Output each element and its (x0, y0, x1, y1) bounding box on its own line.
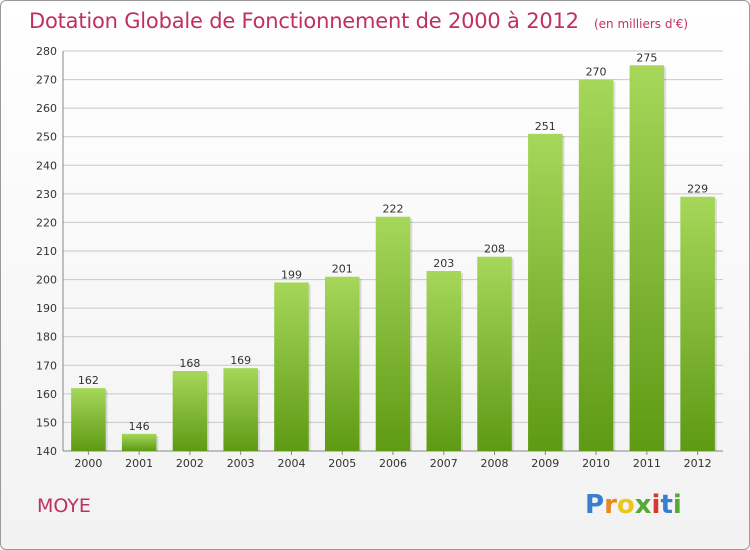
y-tick-label: 210 (36, 245, 57, 258)
bar-2012 (680, 196, 715, 451)
data-label: 270 (586, 66, 607, 79)
x-tick-label: 2012 (684, 457, 712, 470)
data-label: 146 (129, 420, 150, 433)
x-tick-label: 2002 (176, 457, 204, 470)
bar-2004 (274, 282, 309, 451)
bar-2011 (629, 65, 665, 452)
y-tick-label: 270 (36, 74, 57, 87)
data-label: 229 (687, 183, 708, 196)
proxiti-logo: Proxiti (585, 490, 682, 520)
x-tick-label: 2008 (481, 457, 509, 470)
data-label: 169 (230, 354, 251, 367)
chart-title: Dotation Globale de Fonctionnement de 20… (29, 9, 579, 33)
x-tick-label: 2003 (227, 457, 255, 470)
y-tick-label: 190 (36, 302, 57, 315)
y-tick-label: 250 (36, 131, 57, 144)
x-tick-label: 2000 (74, 457, 102, 470)
bar-2001 (121, 433, 157, 451)
data-label: 251 (535, 120, 556, 133)
y-tick-label: 180 (36, 331, 57, 344)
x-tick-label: 2004 (277, 457, 305, 470)
bar-2005 (324, 276, 360, 451)
y-tick-label: 220 (36, 216, 57, 229)
commune-name: MOYE (37, 495, 91, 517)
y-tick-label: 260 (36, 102, 57, 115)
bar-2000 (71, 388, 106, 451)
y-tick-label: 200 (36, 274, 57, 287)
title-row: Dotation Globale de Fonctionnement de 20… (29, 9, 688, 33)
bar-2008 (477, 256, 512, 451)
bar-2002 (172, 371, 208, 451)
x-tick-label: 2005 (328, 457, 356, 470)
y-tick-label: 140 (36, 445, 57, 458)
x-tick-label: 2010 (582, 457, 610, 470)
bar-2009 (528, 133, 563, 451)
bar-2007 (426, 271, 462, 451)
data-label: 275 (636, 51, 657, 64)
x-tick-label: 2006 (379, 457, 407, 470)
x-tick-label: 2001 (125, 457, 153, 470)
y-tick-label: 170 (36, 359, 57, 372)
y-tick-label: 160 (36, 388, 57, 401)
data-label: 222 (383, 203, 404, 216)
y-tick-label: 230 (36, 188, 57, 201)
chart-unit: (en milliers d'€) (593, 17, 689, 31)
x-tick-label: 2009 (531, 457, 559, 470)
x-tick-label: 2011 (633, 457, 661, 470)
data-label: 203 (433, 257, 454, 270)
data-label: 162 (78, 374, 99, 387)
y-tick-label: 240 (36, 159, 57, 172)
bar-2006 (375, 216, 411, 451)
data-label: 199 (281, 268, 302, 281)
y-tick-label: 280 (36, 45, 57, 58)
y-tick-label: 150 (36, 416, 57, 429)
x-tick-label: 2007 (430, 457, 458, 470)
data-label: 168 (179, 357, 200, 370)
bar-2003 (223, 368, 258, 451)
data-label: 208 (484, 243, 505, 256)
data-label: 201 (332, 263, 353, 276)
bar-2010 (578, 79, 614, 452)
